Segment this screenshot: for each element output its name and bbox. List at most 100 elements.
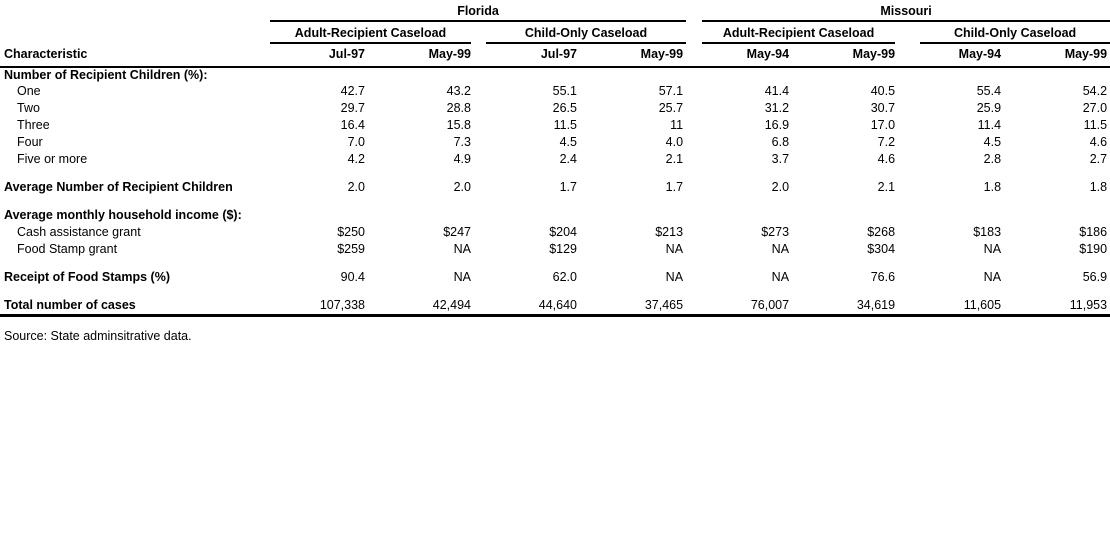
value-cell: 25.7	[658, 101, 684, 115]
value-cell: 55.1	[552, 84, 577, 98]
value-cell: 55.4	[976, 84, 1002, 98]
spacer-cell	[0, 286, 1110, 297]
missouri-child-only-caseload-label: Child-Only Caseload	[920, 25, 1110, 44]
value-cell: 4.5	[559, 135, 577, 149]
table-row: Four 7.0 7.3 4.5 4.0 6.8 7.2 4.5 4.6	[0, 134, 1110, 151]
value-cell: 28.8	[446, 101, 471, 115]
value-cell: 25.9	[976, 101, 1002, 115]
value-cell: 107,338	[262, 297, 368, 317]
table-row: Average Number of Recipient Children 2.0 2…	[0, 179, 1110, 196]
value-cell: 2.0	[771, 180, 790, 194]
value-cell: NA	[665, 242, 684, 256]
value-cell: 17.0	[870, 118, 896, 132]
value-cell: NA	[453, 242, 471, 256]
column-header: May-94	[686, 44, 793, 68]
value-cell: NA	[771, 242, 790, 256]
value-cell: 26.5	[552, 101, 577, 115]
value-cell: 42.7	[340, 84, 365, 98]
value-cell: $259	[337, 242, 365, 256]
value-cell	[686, 207, 792, 224]
value-cell: 1.7	[559, 180, 577, 194]
florida-adult-caseload-label: Adult-Recipient Caseload	[270, 25, 471, 44]
value-cell	[898, 67, 1004, 83]
spacer-row	[0, 286, 1110, 297]
row-label: Five or more	[17, 152, 88, 166]
value-cell	[474, 67, 580, 83]
value-cell: $247	[443, 225, 471, 239]
row-label: Cash assistance grant	[17, 225, 141, 239]
value-cell: 11.4	[977, 118, 1002, 132]
value-cell	[580, 67, 686, 83]
group-missouri-label: Missouri	[702, 3, 1110, 22]
value-cell: 6.8	[771, 135, 790, 149]
value-cell: $213	[655, 225, 684, 239]
value-cell: 11,605	[898, 297, 1005, 317]
value-cell: $186	[1079, 225, 1108, 239]
value-cell: 2.0	[453, 180, 471, 194]
source-note: Source: State adminsitrative data.	[4, 329, 192, 343]
value-cell: 2.0	[347, 180, 365, 194]
group-florida: Florida	[262, 0, 687, 22]
value-cell: 4.5	[983, 135, 1002, 149]
value-cell: 2.1	[665, 152, 684, 166]
row-label: Number of Recipient Children (%):	[4, 68, 208, 82]
table-row: Average monthly household income ($):	[0, 207, 1110, 224]
table-row: Food Stamp grant $259 NA $129 NA NA $304 NA $190	[0, 241, 1110, 258]
value-cell: 57.1	[658, 84, 684, 98]
column-header: May-99	[580, 44, 687, 68]
column-header-row: Characteristic Jul-97 May-99 Jul-97 May-…	[0, 44, 1110, 68]
row-label: One	[17, 84, 41, 98]
value-cell	[368, 207, 474, 224]
row-label: Food Stamp grant	[17, 242, 118, 256]
table-row: Five or more 4.2 4.9 2.4 2.1 3.7 4.6 2.8 2.7	[0, 151, 1110, 168]
spacer-row	[0, 196, 1110, 207]
value-cell: 1.8	[983, 180, 1002, 194]
value-cell	[1004, 67, 1110, 83]
value-cell: 15.8	[446, 118, 471, 132]
value-cell: 31.2	[764, 101, 790, 115]
value-cell: 76,007	[686, 297, 793, 317]
row-label: Total number of cases	[0, 297, 262, 317]
value-cell: 2.4	[559, 152, 577, 166]
value-cell	[262, 67, 368, 83]
table-row: Number of Recipient Children (%):	[0, 67, 1110, 83]
value-cell	[580, 207, 686, 224]
value-cell: 27.0	[1082, 101, 1108, 115]
spacer-cell	[0, 196, 1110, 207]
value-cell: NA	[665, 270, 684, 284]
value-cell: 4.9	[453, 152, 471, 166]
column-header: May-94	[898, 44, 1005, 68]
column-header: Jul-97	[474, 44, 580, 68]
value-cell: 56.9	[1082, 270, 1108, 284]
spacer-row	[0, 258, 1110, 269]
value-cell	[262, 207, 368, 224]
table-row: One 42.7 43.2 55.1 57.1 41.4 40.5 55.4 54.2	[0, 83, 1110, 100]
value-cell: 4.6	[877, 152, 896, 166]
row-label: Receipt of Food Stamps (%)	[4, 270, 170, 284]
row-label: Average monthly household income ($):	[4, 208, 242, 222]
caseload-group-row: Adult-Recipient Caseload Child-Only Case…	[0, 22, 1110, 44]
value-cell: NA	[983, 242, 1002, 256]
table-row: Three 16.4 15.8 11.5 11 16.9 17.0 11.4 11.5	[0, 117, 1110, 134]
florida-child-only-caseload: Child-Only Caseload	[474, 22, 687, 44]
value-cell: 11,953	[1004, 297, 1110, 317]
value-cell: 4.6	[1089, 135, 1108, 149]
value-cell: $204	[549, 225, 577, 239]
value-cell: 7.3	[453, 135, 471, 149]
value-cell	[686, 67, 792, 83]
value-cell: 11.5	[553, 118, 577, 132]
row-label: Four	[17, 135, 43, 149]
value-cell: 29.7	[340, 101, 365, 115]
missouri-adult-caseload: Adult-Recipient Caseload	[686, 22, 898, 44]
value-cell: 2.1	[877, 180, 896, 194]
caseload-characteristics-table: Florida Missouri Adult-Recipient Caseloa…	[0, 0, 1110, 317]
value-cell	[474, 207, 580, 224]
value-cell: $190	[1079, 242, 1108, 256]
missouri-adult-caseload-label: Adult-Recipient Caseload	[702, 25, 896, 44]
state-group-row: Florida Missouri	[0, 0, 1110, 22]
value-cell: 11.5	[1083, 118, 1108, 132]
spacer-cell	[0, 258, 1110, 269]
value-cell: NA	[771, 270, 790, 284]
table-row: Cash assistance grant $250 $247 $204 $213 $27…	[0, 224, 1110, 241]
